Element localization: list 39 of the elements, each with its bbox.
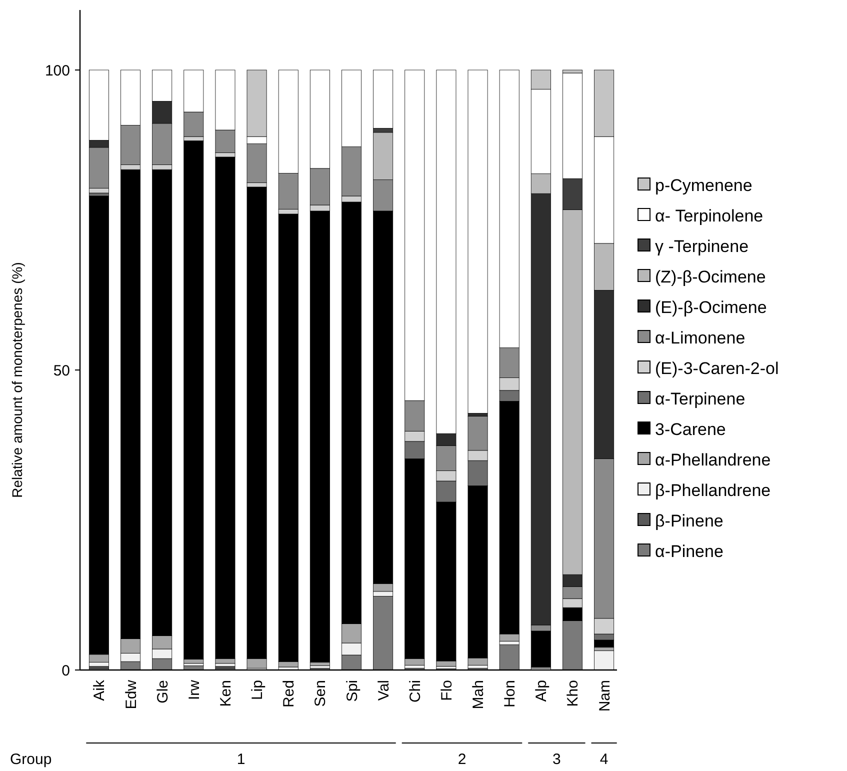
legend-label: α-Terpinene <box>655 389 746 408</box>
text: 4 <box>600 751 608 768</box>
legend-label: α- Terpinolene <box>655 206 764 226</box>
x-tick-label: Ken <box>217 680 234 707</box>
legend-label: β-Phellandrene <box>655 480 771 500</box>
x-tick-label: Chi <box>406 680 424 703</box>
x-tick-label: Spi <box>344 680 361 702</box>
legend-label: 3-Carene <box>655 420 726 439</box>
x-tick-label: Sen <box>312 680 330 707</box>
legend-label: α-Pinene <box>655 542 724 561</box>
y-tick-label: 0 <box>62 662 70 680</box>
x-tick-label: Red <box>280 680 298 708</box>
legend-label: (E)-β-Ocimene <box>655 298 767 317</box>
x-tick-label: Val <box>375 680 392 701</box>
x-tick-label: Edw <box>122 680 140 710</box>
legend-label: (E)-3-Caren-2-ol <box>655 358 779 378</box>
x-tick-label: Lip <box>249 680 266 700</box>
legend-label: γ -Terpinene <box>655 236 749 256</box>
x-tick-label: Kho <box>564 680 582 707</box>
x-tick-label: Hon <box>502 680 519 708</box>
text: 2 <box>458 751 466 768</box>
x-tick-label: Gle <box>154 680 172 704</box>
y-tick-label: 100 <box>44 62 70 80</box>
y-axis-title: Relative amount of monoterpenes (%) <box>9 262 25 498</box>
text: 1 <box>236 751 246 768</box>
text: Group <box>10 751 52 768</box>
legend-label: p-Cymenene <box>655 176 752 195</box>
legend-label: (Z)-β-Ocimene <box>655 267 766 286</box>
x-tick-label: Aik <box>91 680 108 701</box>
x-tick-label: Mah <box>470 680 488 710</box>
y-tick-label: 50 <box>53 362 70 380</box>
x-tick-label: Alp <box>533 680 550 702</box>
legend-label: α-Limonene <box>655 328 746 348</box>
x-tick-label: Irw <box>186 680 203 700</box>
x-tick-label: Flo <box>438 680 456 701</box>
x-tick-label: Nam <box>596 680 614 712</box>
legend-label: α-Phellandrene <box>655 450 771 470</box>
legend-label: β-Pinene <box>655 511 724 530</box>
text: 3 <box>552 751 561 768</box>
